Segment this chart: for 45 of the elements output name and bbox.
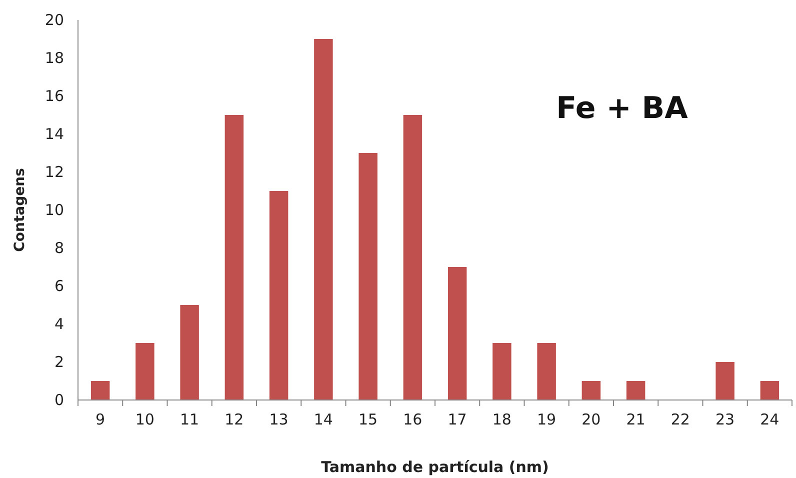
annotation: Fe + BA [556, 91, 689, 126]
x-tick-label: 9 [96, 410, 106, 429]
y-tick-label: 14 [44, 124, 64, 143]
bar [136, 343, 154, 400]
x-tick-label: 17 [448, 410, 467, 429]
x-axis-title: Tamanho de partícula (nm) [321, 458, 549, 476]
y-tick-label: 4 [54, 314, 64, 333]
x-tick-label: 24 [760, 410, 780, 429]
bar [448, 267, 467, 400]
y-tick-label: 20 [44, 10, 64, 29]
bar [760, 381, 780, 400]
bar [492, 343, 512, 400]
bar [224, 115, 244, 400]
y-tick-label: 16 [44, 86, 64, 105]
bar [582, 381, 601, 400]
bar [716, 362, 734, 400]
x-tick-label: 21 [626, 410, 646, 429]
bar [269, 191, 288, 400]
y-tick-label: 8 [54, 238, 64, 257]
bar [626, 381, 646, 400]
x-tick-label: 14 [314, 410, 333, 429]
x-tick-label: 23 [716, 410, 735, 429]
bar [180, 305, 199, 400]
bar [90, 381, 110, 400]
y-tick-label: 6 [54, 276, 64, 295]
y-tick-label: 2 [54, 352, 64, 371]
y-tick-label: 18 [44, 48, 64, 67]
x-tick-label: 20 [582, 410, 601, 429]
y-tick-label: 10 [44, 200, 64, 219]
bar [537, 343, 556, 400]
x-tick-label: 22 [670, 410, 690, 429]
bar [314, 39, 333, 400]
x-tick-label: 16 [403, 410, 422, 429]
bar [403, 115, 422, 400]
y-tick-label: 0 [54, 390, 64, 409]
x-tick-label: 11 [180, 410, 200, 429]
bar [358, 153, 378, 400]
x-tick-label: 13 [269, 410, 288, 429]
x-tick-label: 15 [358, 410, 378, 429]
x-tick-label: 19 [537, 410, 556, 429]
x-tick-label: 12 [224, 410, 244, 429]
y-axis-title: Contagens [12, 168, 28, 252]
y-tick-label: 12 [44, 162, 64, 181]
x-tick-label: 10 [135, 410, 154, 429]
x-tick-label: 18 [492, 410, 512, 429]
